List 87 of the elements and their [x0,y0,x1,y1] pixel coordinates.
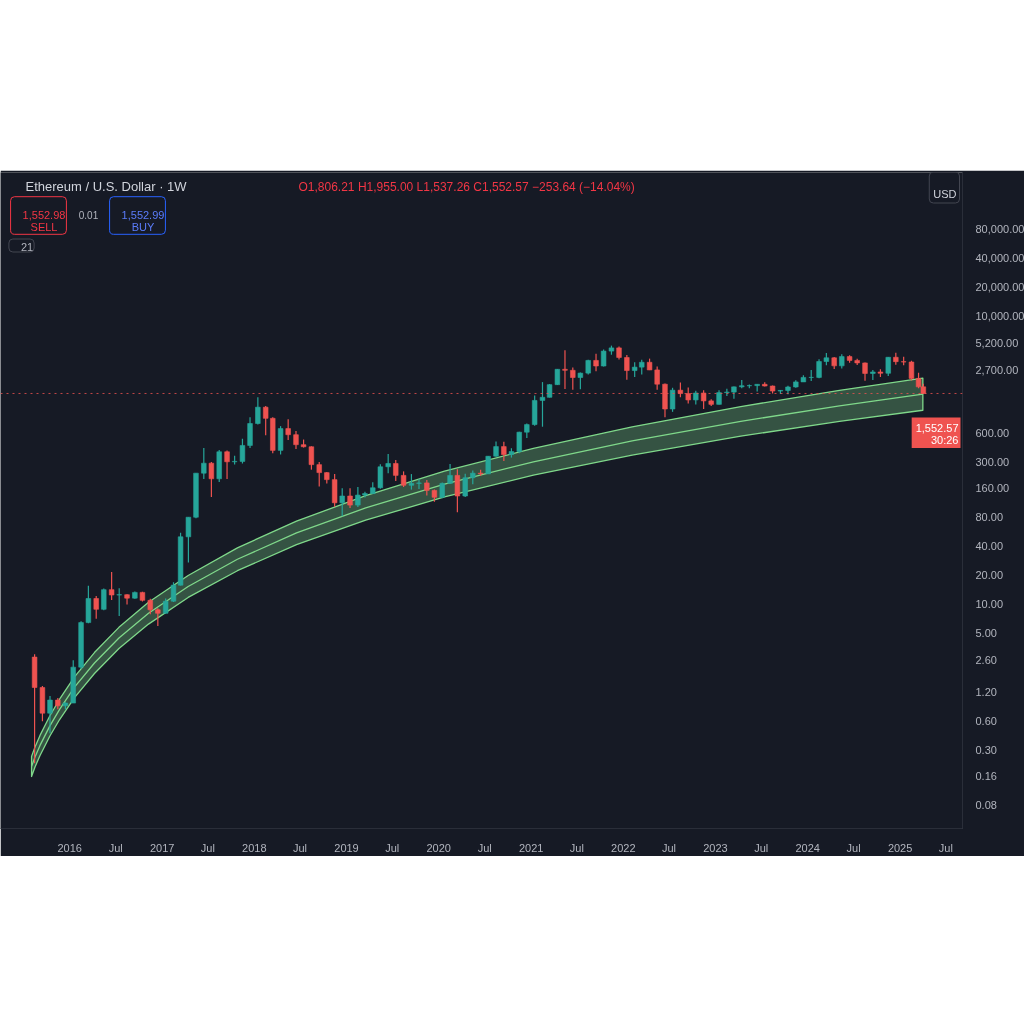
x-tick-label: 2016 [57,841,82,854]
annotation: BUY [131,221,155,234]
y-tick-label: 0.30 [975,744,997,757]
y-tick-label: 600.00 [975,427,1010,440]
annotation: O1,806.21 H1,955.00 L1,537.26 C1,552.57 −253.64 (−14.04%) [298,179,635,194]
y-tick-label: 2,700.00 [975,364,1019,377]
y-tick-label: 5,200.00 [975,337,1019,350]
ref-line-label: 1,552.57 [915,421,959,434]
candlestick [208,461,215,498]
annotation: 0.01 [78,209,99,221]
candlestick [347,487,353,509]
annotation: 1,552.98 [22,208,66,221]
candlestick [862,361,868,382]
candlestick [108,571,115,601]
x-tick-label: 2020 [426,841,451,854]
x-tick-label: Jul [569,841,584,854]
text: Ethereum / U.S. Dollar · 1W [25,179,188,194]
candlestick [885,356,891,377]
candlestick [185,516,192,564]
y-tick-label: 40.00 [975,540,1004,553]
y-tick-label: 40,000.00 [975,251,1024,264]
candlestick [454,468,461,513]
candlestick [239,438,246,465]
candlestick [669,387,676,413]
x-tick-label: 2023 [703,841,728,854]
annotation: 21 [20,241,34,253]
candlestick [562,349,568,390]
candlestick [624,354,630,381]
x-tick-label: Jul [938,841,953,854]
annotation: 1,552.99 [121,208,165,221]
x-tick-label: Jul [293,841,308,854]
candlestick [393,459,399,482]
candlestick [331,473,338,508]
x-tick-label: Jul [661,841,677,854]
candlestick [201,447,207,480]
x-tick-label: 2021 [518,841,544,854]
candlestick [316,461,322,488]
candlestick [501,441,507,462]
y-tick-label: 10.00 [975,597,1004,610]
annotation: SELL [30,221,58,234]
x-tick-label: Jul [385,841,400,854]
x-tick-label: 2025 [887,841,913,854]
x-tick-label: 2019 [334,841,359,854]
candlestick [116,587,122,617]
candlestick [47,695,53,734]
candlestick [539,381,546,428]
x-tick-label: Jul [846,841,861,854]
x-tick-label: 2024 [795,841,820,854]
candlestick [462,473,468,498]
annotation: 30:26 [930,434,959,447]
y-tick-label: 0.16 [975,770,997,783]
y-tick-label: 80,000.00 [975,223,1024,236]
y-tick-label: 1.20 [975,686,997,699]
x-tick-label: Jul [200,841,215,854]
y-tick-label: 0.60 [975,715,997,728]
candlestick [339,487,345,517]
x-tick-label: 2017 [149,841,175,854]
x-tick-label: 2022 [611,841,636,854]
y-tick-label: 80.00 [975,511,1004,524]
candlestick [224,449,230,480]
candlestick [593,353,599,372]
candlestick [570,366,576,391]
x-tick-label: Jul [477,841,492,854]
candlestick [377,463,383,490]
x-tick-label: Jul [108,841,123,854]
y-tick-label: 5.00 [975,626,997,639]
x-tick-label: 2018 [242,841,267,854]
candlestick [654,365,660,391]
y-tick-label: 300.00 [975,456,1010,469]
annotation: USD [933,188,957,200]
candlestick [416,478,422,490]
y-tick-label: 160.00 [975,482,1010,495]
candlestick [255,396,261,425]
candlestick [308,445,315,471]
candlestick [285,418,291,441]
candlestick [263,405,269,436]
y-tick-label: 0.08 [975,799,997,812]
y-tick-label: 10,000.00 [975,309,1024,322]
x-tick-label: Jul [754,841,769,854]
candlestick [385,453,391,474]
candlestick [277,425,284,456]
y-tick-label: 20.00 [975,569,1004,582]
candlestick [447,463,453,485]
y-tick-label: 2.60 [975,654,997,667]
candlestick [247,416,253,449]
candlestick [93,595,99,620]
y-tick-label: 20,000.00 [975,280,1024,293]
